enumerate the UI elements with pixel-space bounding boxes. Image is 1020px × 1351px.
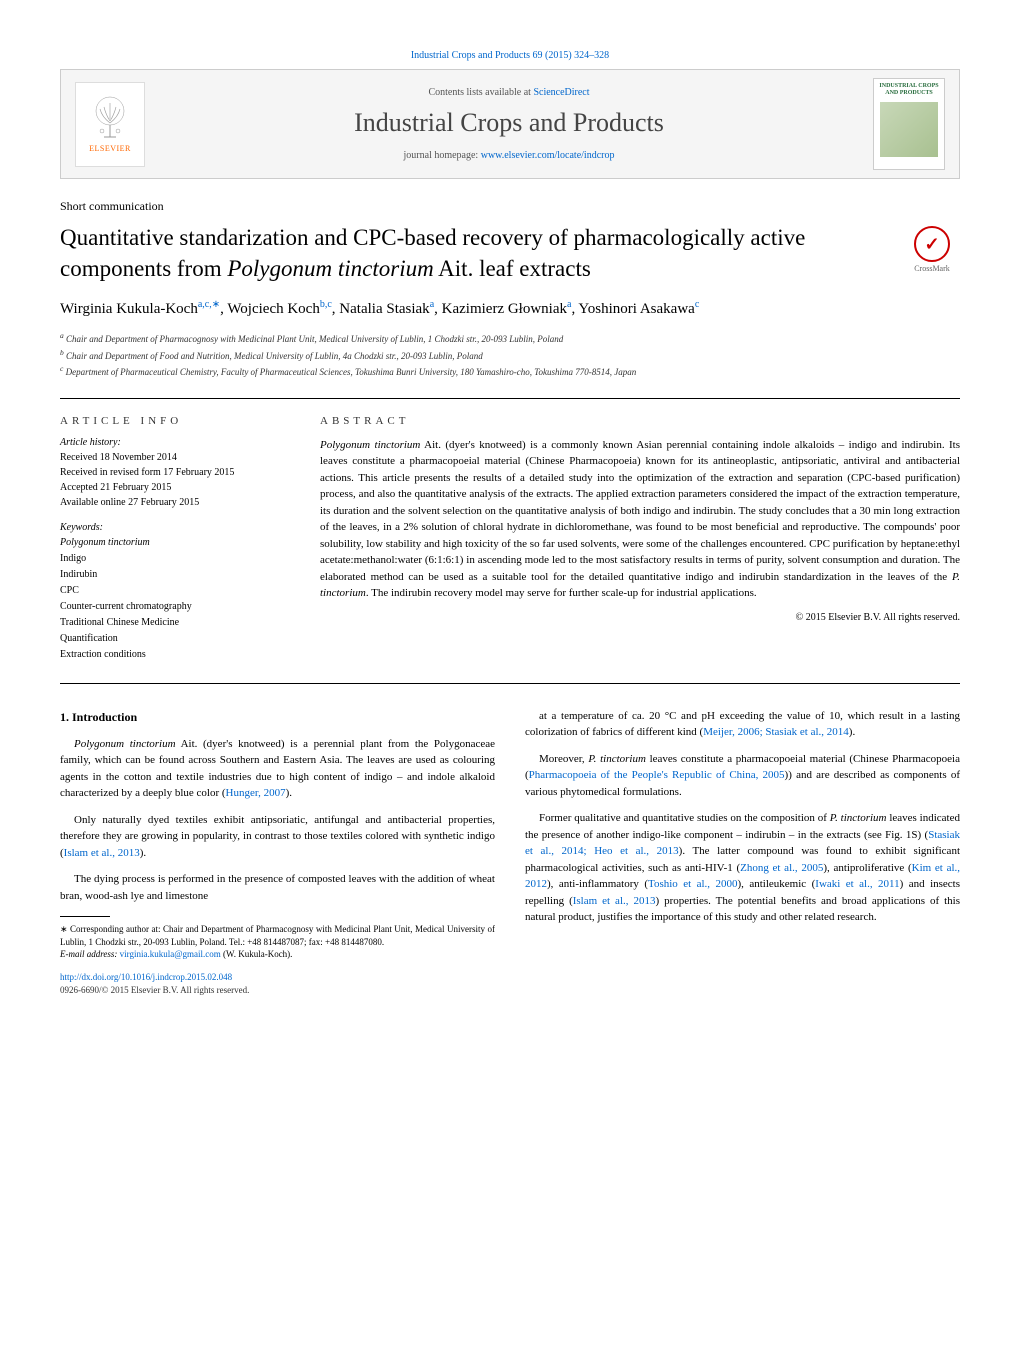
- body-paragraph: The dying process is performed in the pr…: [60, 871, 495, 904]
- crossmark-icon: ✓: [914, 226, 950, 262]
- email-line: E-mail address: virginia.kukula@gmail.co…: [60, 948, 495, 961]
- cover-title: INDUSTRIAL CROPS AND PRODUCTS: [878, 83, 940, 97]
- authors-list: Wirginia Kukula-Kocha,c,∗, Wojciech Koch…: [60, 298, 960, 320]
- abstract-text: Polygonum tinctorium Ait. (dyer's knotwe…: [320, 437, 960, 602]
- doi-link[interactable]: http://dx.doi.org/10.1016/j.indcrop.2015…: [60, 971, 495, 985]
- abstract-copyright: © 2015 Elsevier B.V. All rights reserved…: [320, 612, 960, 623]
- elsevier-tree-icon: [90, 95, 130, 140]
- affiliations: a Chair and Department of Pharmacognosy …: [60, 330, 960, 380]
- corresponding-author: ∗ Corresponding author at: Chair and Dep…: [60, 923, 495, 948]
- article-info-heading: ARTICLE INFO: [60, 415, 280, 427]
- abstract-heading: ABSTRACT: [320, 415, 960, 427]
- keywords-list: Polygonum tinctoriumIndigoIndirubinCPCCo…: [60, 535, 280, 663]
- body-paragraph: Only naturally dyed textiles exhibit ant…: [60, 812, 495, 862]
- sciencedirect-link[interactable]: ScienceDirect: [533, 87, 589, 98]
- homepage-link[interactable]: www.elsevier.com/locate/indcrop: [481, 150, 615, 161]
- crossmark-badge[interactable]: ✓ CrossMark: [904, 226, 960, 282]
- intro-heading: 1. Introduction: [60, 708, 495, 726]
- divider: [60, 398, 960, 399]
- journal-title: Industrial Crops and Products: [145, 108, 873, 138]
- elsevier-label: ELSEVIER: [89, 144, 131, 153]
- header-citation: Industrial Crops and Products 69 (2015) …: [60, 50, 960, 61]
- body-paragraph: Former qualitative and quantitative stud…: [525, 810, 960, 926]
- contents-available-text: Contents lists available at ScienceDirec…: [145, 87, 873, 98]
- issn-copyright: 0926-6690/© 2015 Elsevier B.V. All right…: [60, 984, 495, 998]
- body-paragraph: Polygonum tinctorium Ait. (dyer's knotwe…: [60, 736, 495, 802]
- footnote-divider: [60, 916, 110, 917]
- left-column: 1. Introduction Polygonum tinctorium Ait…: [60, 708, 495, 998]
- journal-cover: INDUSTRIAL CROPS AND PRODUCTS: [873, 78, 945, 170]
- body-paragraph: Moreover, P. tinctorium leaves constitut…: [525, 751, 960, 801]
- footnotes: ∗ Corresponding author at: Chair and Dep…: [60, 923, 495, 961]
- article-title: Quantitative standarization and CPC-base…: [60, 222, 960, 284]
- author-email-link[interactable]: virginia.kukula@gmail.com: [120, 949, 221, 959]
- journal-homepage: journal homepage: www.elsevier.com/locat…: [145, 150, 873, 161]
- body-paragraph: at a temperature of ca. 20 °C and pH exc…: [525, 708, 960, 741]
- article-history: Received 18 November 2014Received in rev…: [60, 450, 280, 510]
- article-type: Short communication: [60, 199, 960, 214]
- journal-banner: ELSEVIER Contents lists available at Sci…: [60, 69, 960, 179]
- divider: [60, 683, 960, 684]
- history-heading: Article history:: [60, 437, 280, 448]
- right-column: at a temperature of ca. 20 °C and pH exc…: [525, 708, 960, 998]
- keywords-heading: Keywords:: [60, 522, 280, 533]
- elsevier-logo: ELSEVIER: [75, 82, 145, 167]
- cover-image: [880, 102, 938, 157]
